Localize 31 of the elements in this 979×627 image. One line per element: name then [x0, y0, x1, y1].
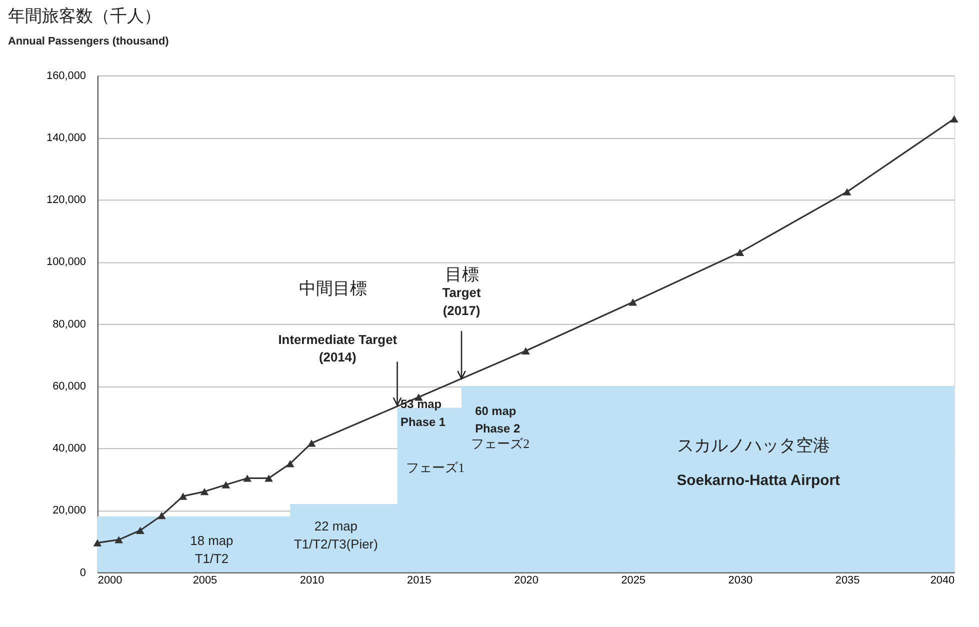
- x-tick-label: 2010: [300, 574, 324, 587]
- annotation: 目標: [445, 264, 480, 284]
- annotation: 中間目標: [298, 279, 367, 298]
- chart-title: 年間旅客数（千人）: [8, 6, 161, 26]
- x-tick-label: 2035: [835, 574, 860, 587]
- y-tick-label: 0: [80, 566, 86, 579]
- annotation: 60 map Phase 2: [475, 404, 520, 436]
- annotation: Soekarno-Hatta Airport: [676, 473, 840, 490]
- annotation: 18 map T1/T2: [190, 532, 234, 566]
- x-tick-label: 2000: [98, 574, 122, 587]
- annotation: フェーズ2: [471, 436, 530, 452]
- y-tick-label: 80,000: [52, 318, 86, 330]
- annotation: Target (2017): [442, 285, 482, 318]
- annotation: スカルノハッタ空港: [676, 436, 830, 455]
- annotation: フェーズ1: [406, 460, 465, 475]
- y-tick-label: 140,000: [46, 132, 86, 144]
- y-tick-label: 40,000: [52, 442, 86, 455]
- x-tick-label: 2005: [192, 574, 218, 587]
- y-tick-label: 60,000: [52, 380, 86, 392]
- x-tick-label: 2020: [514, 574, 538, 587]
- chart-subtitle: Annual Passengers (thousand): [8, 36, 170, 48]
- y-tick-label: 160,000: [46, 70, 86, 82]
- x-tick-label: 2025: [621, 574, 646, 587]
- y-tick-label: 120,000: [46, 194, 86, 206]
- x-tick-label: 2030: [728, 574, 753, 587]
- x-tick-label: 2040: [930, 574, 955, 587]
- y-tick-label: 20,000: [52, 504, 86, 517]
- annotation: Intermediate Target (2014): [278, 332, 398, 365]
- annotation: 22 map T1/T2/T3(Pier): [294, 518, 378, 552]
- x-tick-label: 2015: [407, 574, 432, 587]
- y-tick-label: 100,000: [46, 256, 86, 268]
